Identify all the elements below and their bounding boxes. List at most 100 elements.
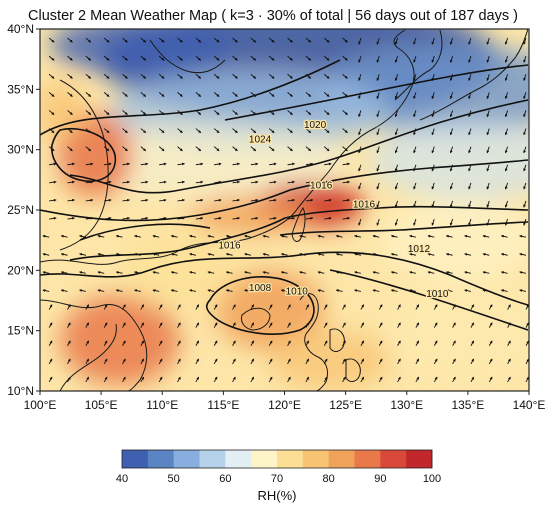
wind-arrow: [140, 322, 145, 328]
wind-arrow: [415, 322, 420, 328]
wind-arrow: [140, 304, 145, 310]
isobar-label: 1016: [353, 200, 376, 211]
wind-arrow: [323, 37, 330, 43]
wind-arrow: [464, 289, 472, 292]
wind-arrow: [413, 110, 417, 118]
wind-arrow: [195, 146, 202, 152]
wind-arrow: [305, 128, 312, 134]
wind-arrow: [486, 164, 490, 172]
wind-arrow: [103, 55, 110, 61]
colorbar-swatch: [380, 450, 407, 468]
wind-arrow: [394, 92, 399, 100]
wind-arrow: [269, 162, 277, 166]
wind-arrow: [468, 92, 472, 100]
isobar-labels: 1024 1020 1016 1016 1012 1010 1008 1010 1016: [217, 119, 450, 301]
colorbar-swatch: [277, 450, 304, 468]
wind-arrow: [103, 340, 108, 346]
wind-arrow: [85, 180, 94, 184]
wind-arrow: [358, 218, 362, 226]
isobar-label: 1012: [408, 244, 431, 255]
wind-arrow: [195, 340, 200, 346]
wind-arrow: [67, 146, 73, 152]
wind-arrow: [250, 340, 255, 346]
wind-arrow: [268, 37, 275, 43]
wind-arrow: [232, 92, 238, 97]
wind-arrow: [85, 110, 92, 115]
wind-arrow: [519, 271, 527, 274]
wind-arrow: [486, 182, 490, 190]
wind-arrow: [134, 252, 141, 256]
wind-arrow: [287, 146, 293, 152]
wind-arrow: [225, 271, 233, 274]
wind-arrow: [305, 73, 312, 79]
wind-arrow: [358, 56, 362, 63]
wind-arrow: [397, 322, 401, 328]
lat-tick-label: 30°N: [7, 143, 34, 157]
wind-arrow: [177, 322, 181, 328]
wind-arrow: [48, 128, 55, 134]
wind-arrow: [115, 289, 123, 292]
wind-arrow: [342, 322, 346, 328]
wind-arrow: [287, 92, 293, 97]
wind-arrow: [85, 358, 90, 365]
wind-arrow: [468, 164, 472, 172]
wind-arrow: [195, 110, 202, 115]
wind-arrow: [305, 358, 310, 365]
wind-arrow: [207, 234, 215, 238]
wind-arrow: [49, 198, 57, 202]
wind-arrow: [232, 180, 241, 184]
wind-arrow: [299, 234, 306, 238]
wind-arrow: [67, 304, 71, 310]
wind-arrow: [48, 340, 53, 346]
wind-arrow: [445, 234, 453, 238]
wind-arrow: [152, 252, 160, 256]
wind-arrow: [268, 128, 275, 134]
wind-arrow: [48, 37, 55, 43]
wind-arrow: [523, 164, 527, 172]
wind-arrow: [232, 55, 238, 61]
wind-arrow: [415, 340, 420, 346]
lat-tick-label: 35°N: [7, 82, 34, 96]
wind-arrow: [232, 128, 238, 134]
wind-arrow: [158, 92, 165, 97]
wind-arrow: [486, 218, 490, 226]
wind-arrow: [523, 110, 527, 118]
wind-arrow: [207, 252, 215, 256]
wind-arrow: [177, 110, 183, 115]
wind-arrow: [376, 128, 380, 136]
wind-arrow: [122, 376, 126, 383]
wind-arrow: [103, 358, 108, 365]
wind-arrow: [195, 73, 202, 79]
wind-arrow: [232, 110, 238, 115]
wind-arrow: [452, 322, 456, 328]
wind-arrow: [519, 289, 527, 292]
wind-arrow: [67, 55, 73, 61]
wind-arrow: [213, 92, 220, 97]
wind-arrow: [427, 271, 435, 274]
wind-arrow: [415, 304, 420, 310]
wind-arrow: [500, 234, 508, 238]
wind-arrow: [504, 110, 509, 118]
wind-arrow: [250, 216, 259, 220]
wind-arrow: [48, 358, 53, 365]
wind-arrow: [97, 289, 105, 292]
isobar-label: 1016: [218, 241, 241, 252]
wind-arrow: [207, 271, 215, 274]
wind-arrow: [305, 216, 314, 220]
wind-arrow: [287, 37, 293, 43]
wind-arrow: [250, 376, 255, 383]
wind-arrow: [170, 289, 178, 292]
wind-arrow: [523, 92, 527, 100]
wind-arrow: [431, 200, 435, 208]
wind-arrow: [360, 376, 365, 383]
wind-arrow: [523, 218, 527, 226]
wind-arrow: [342, 73, 348, 79]
colorbar-tick-label: 70: [271, 473, 283, 485]
wind-arrow: [464, 271, 472, 274]
wind-arrow: [468, 56, 472, 63]
wind-arrow: [482, 271, 490, 274]
wind-arrow: [397, 340, 401, 346]
wind-arrow: [103, 37, 110, 43]
wind-arrow: [213, 340, 218, 346]
wind-arrow: [269, 216, 277, 220]
